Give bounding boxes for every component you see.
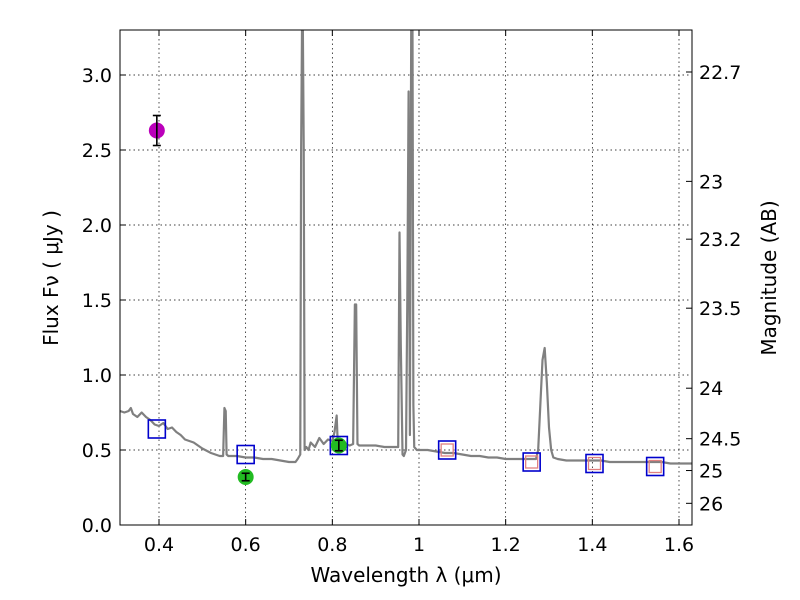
plot-frame <box>119 29 693 526</box>
magnitude-tick-label: 25 <box>699 461 723 483</box>
y-tick-label: 1.5 <box>82 290 112 312</box>
model-photometry-square <box>329 435 349 456</box>
upper-limit-square <box>648 459 662 474</box>
x-tick-label: 1 <box>413 534 425 556</box>
magnitude-axis: 22.7 23 23.2 23.5 24 24.5 25 26 <box>686 62 741 515</box>
upper-limit-square <box>525 455 539 469</box>
x-tick-label: 1.6 <box>664 534 694 556</box>
y-axis-title: Flux Fν ( μJy ) <box>39 210 63 346</box>
y-tick-label: 0.0 <box>82 515 112 537</box>
x-tick-label: 0.4 <box>144 534 174 556</box>
plot-area <box>120 30 692 465</box>
magnitude-tick-label: 24.5 <box>699 429 741 451</box>
y-tick-label: 0.5 <box>82 440 112 462</box>
magnitude-tick-label: 22.7 <box>699 62 741 84</box>
x-tick-label: 0.6 <box>231 534 261 556</box>
x-tick-label: 1.4 <box>577 534 607 556</box>
model-photometry-square <box>585 453 604 474</box>
marker-layer <box>147 114 665 485</box>
model-photometry-square <box>645 456 665 477</box>
y-tick-label: 2.5 <box>82 140 112 162</box>
x-tick-label: 1.2 <box>491 534 521 556</box>
model-photometry-square <box>437 440 457 460</box>
model-photometry-square <box>522 452 541 472</box>
upper-limit-square <box>587 456 602 471</box>
x-tick-label: 0.8 <box>317 534 347 556</box>
y-tick-label: 1.0 <box>82 365 112 387</box>
magnitude-tick-label: 26 <box>699 493 723 515</box>
model-photometry-square <box>236 444 255 465</box>
magnitude-axis-title: Magnitude (AB) <box>757 200 781 355</box>
upper-limit-square <box>440 443 454 457</box>
x-axis: 0.4 0.6 0.8 1 1.2 1.4 1.6 <box>144 30 694 556</box>
magnitude-tick-label: 23.2 <box>699 229 741 251</box>
magnitude-tick-label: 24 <box>699 378 723 400</box>
spectrum-line <box>120 30 692 465</box>
y-tick-label: 3.0 <box>82 65 112 87</box>
model-photometry-square <box>147 419 167 439</box>
magnitude-tick-label: 23 <box>699 171 723 193</box>
y-tick-label: 2.0 <box>82 215 112 237</box>
magnitude-tick-label: 23.5 <box>699 298 741 320</box>
x-axis-title: Wavelength λ (μm) <box>310 563 501 587</box>
grid-lines <box>120 30 692 526</box>
y-axis: 0.0 0.5 1.0 1.5 2.0 2.5 3.0 <box>82 65 126 537</box>
